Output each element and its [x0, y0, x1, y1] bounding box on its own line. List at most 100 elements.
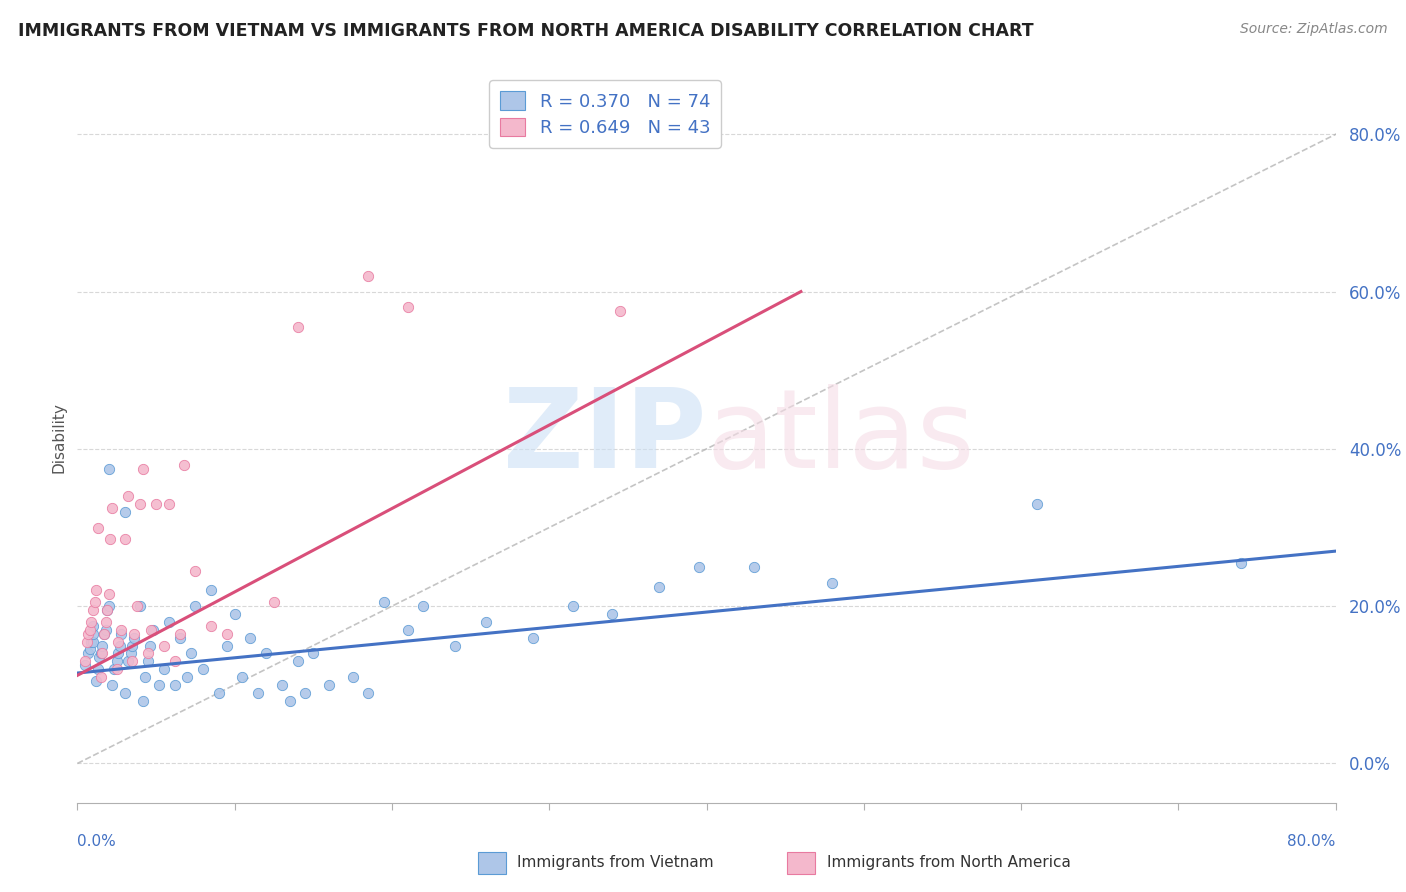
Point: [110, 623, 132, 637]
Point: [97, 587, 120, 601]
Point: [412, 599, 434, 614]
Point: [134, 670, 156, 684]
Point: [93, 626, 115, 640]
Point: [396, 623, 419, 637]
Point: [215, 639, 238, 653]
Text: Immigrants from North America: Immigrants from North America: [827, 855, 1070, 870]
Point: [136, 646, 159, 660]
Point: [121, 639, 143, 653]
Point: [208, 686, 231, 700]
Point: [108, 639, 131, 653]
Point: [101, 678, 124, 692]
Point: [87, 520, 110, 534]
Point: [148, 678, 170, 692]
Point: [180, 646, 202, 660]
Point: [302, 646, 325, 660]
Point: [342, 670, 364, 684]
Point: [263, 595, 285, 609]
Point: [357, 268, 380, 283]
Point: [142, 623, 165, 637]
Point: [373, 595, 395, 609]
Point: [173, 458, 195, 472]
Point: [107, 646, 129, 660]
Point: [84, 583, 107, 598]
Point: [163, 678, 186, 692]
Point: [82, 626, 104, 640]
Point: [129, 599, 152, 614]
Point: [1230, 556, 1253, 570]
Point: [278, 693, 301, 707]
Point: [93, 626, 115, 640]
Point: [247, 686, 270, 700]
Point: [357, 686, 380, 700]
Text: ZIP: ZIP: [503, 384, 707, 491]
Point: [157, 497, 180, 511]
Point: [82, 603, 104, 617]
Point: [318, 678, 340, 692]
Point: [127, 599, 149, 614]
Point: [141, 623, 163, 637]
Point: [97, 599, 120, 614]
Point: [103, 662, 125, 676]
Point: [107, 634, 129, 648]
Text: Source: ZipAtlas.com: Source: ZipAtlas.com: [1240, 22, 1388, 37]
Point: [83, 595, 105, 609]
Point: [79, 642, 101, 657]
Point: [200, 583, 222, 598]
Point: [96, 603, 118, 617]
Point: [91, 646, 114, 660]
Point: [77, 626, 100, 640]
Point: [157, 615, 180, 629]
Point: [94, 623, 117, 637]
Point: [96, 603, 118, 617]
Text: IMMIGRANTS FROM VIETNAM VS IMMIGRANTS FROM NORTH AMERICA DISABILITY CORRELATION : IMMIGRANTS FROM VIETNAM VS IMMIGRANTS FR…: [18, 22, 1033, 40]
Point: [254, 646, 277, 660]
Point: [287, 654, 309, 668]
Point: [224, 607, 246, 621]
Point: [91, 639, 114, 653]
Point: [132, 461, 155, 475]
Point: [153, 662, 176, 676]
Point: [163, 654, 186, 668]
Text: 80.0%: 80.0%: [1288, 834, 1336, 849]
Point: [80, 634, 103, 648]
Point: [129, 497, 152, 511]
Point: [94, 615, 117, 629]
Point: [184, 599, 207, 614]
Point: [648, 580, 671, 594]
Point: [114, 533, 136, 547]
Point: [84, 673, 107, 688]
Point: [145, 497, 167, 511]
Point: [561, 599, 583, 614]
Point: [169, 631, 191, 645]
Point: [1025, 497, 1047, 511]
Point: [75, 658, 97, 673]
Point: [117, 489, 139, 503]
Point: [89, 650, 111, 665]
Point: [600, 607, 623, 621]
Point: [191, 662, 215, 676]
Point: [105, 662, 128, 676]
Point: [121, 654, 143, 668]
Point: [239, 631, 262, 645]
Point: [287, 320, 309, 334]
Point: [114, 505, 136, 519]
Point: [821, 575, 844, 590]
Point: [200, 619, 222, 633]
Point: [138, 639, 160, 653]
Point: [294, 686, 316, 700]
Point: [122, 626, 145, 640]
Point: [215, 626, 238, 640]
Point: [90, 670, 112, 684]
Point: [444, 639, 467, 653]
Point: [688, 559, 710, 574]
Point: [117, 654, 139, 668]
Text: atlas: atlas: [707, 384, 974, 491]
Point: [176, 670, 198, 684]
Point: [75, 654, 97, 668]
Point: [98, 533, 121, 547]
Legend: R = 0.370   N = 74, R = 0.649   N = 43: R = 0.370 N = 74, R = 0.649 N = 43: [489, 80, 721, 148]
Text: Immigrants from Vietnam: Immigrants from Vietnam: [517, 855, 714, 870]
Point: [396, 301, 419, 315]
Point: [122, 631, 145, 645]
